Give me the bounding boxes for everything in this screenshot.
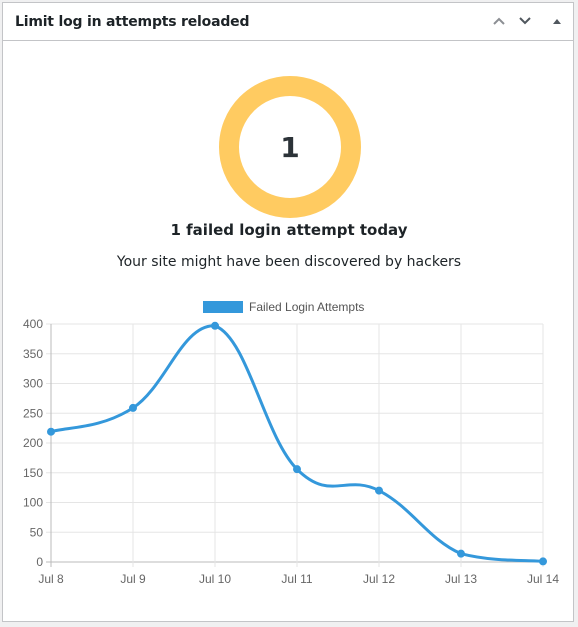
y-tick-label: 100 [23,496,43,510]
x-tick-label: Jul 9 [120,572,146,586]
failed-count: 1 [280,130,300,164]
data-point [129,403,137,412]
donut-ring [219,76,361,218]
toggle-panel-button[interactable] [547,11,567,31]
widget-title: Limit log in attempts reloaded [15,14,250,30]
chart-legend[interactable]: Failed Login Attempts [203,299,364,315]
data-point [47,427,55,436]
x-tick-label: Jul 11 [281,572,312,586]
login-attempts-widget: Limit log in attempts reloaded 1 1 faile… [2,2,574,622]
y-tick-label: 250 [23,406,43,420]
summary-message: Your site might have been discovered by … [116,254,462,270]
x-tick-label: Jul 13 [445,572,477,586]
attempts-donut: 1 [219,76,361,218]
x-tick-label: Jul 8 [38,572,64,586]
data-point [211,321,219,330]
chevron-down-icon [519,17,531,25]
move-down-button[interactable] [515,11,535,31]
y-tick-label: 0 [36,555,43,569]
summary-headline: 1 failed login attempt today [170,221,408,239]
legend-label: Failed Login Attempts [249,300,365,314]
y-tick-label: 50 [30,525,44,539]
triangle-up-icon [553,19,561,24]
x-tick-label: Jul 12 [363,572,395,586]
x-tick-label: Jul 10 [199,572,231,586]
data-point [375,486,383,495]
legend-swatch [203,301,243,313]
y-tick-label: 150 [23,466,43,480]
y-tick-label: 350 [23,347,43,361]
y-tick-label: 200 [23,436,43,450]
data-point [539,557,547,566]
chevron-up-icon [493,17,505,25]
y-tick-label: 400 [23,317,43,331]
y-tick-label: 300 [23,377,43,391]
x-tick-label: Jul 14 [527,572,559,586]
data-point [457,549,465,558]
widget-header: Limit log in attempts reloaded [3,3,573,41]
data-point [293,465,301,474]
failed-logins-chart: 0 50 100 150 200 250 300 350 400 Jul 8 Jul 9 Jul 10… [23,317,559,586]
move-up-button[interactable] [489,11,509,31]
